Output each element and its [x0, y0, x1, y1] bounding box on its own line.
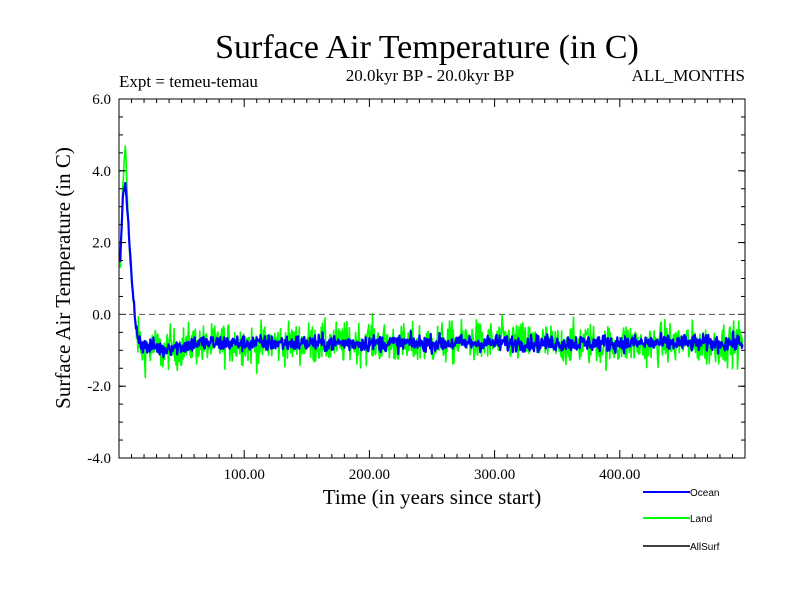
months-label: ALL_MONTHS: [632, 66, 745, 85]
legend-allsurf-label: AllSurf: [690, 542, 720, 553]
legend-ocean-label: Ocean: [690, 488, 719, 499]
legend-land-label: Land: [690, 514, 712, 525]
plot-area: -4.0 -2.0 0.0 2.0 4.0 6.0 100.00 200.00 300.00 40…: [87, 92, 746, 483]
y-tick-label: -4.0: [87, 451, 111, 467]
y-tick-label: 2.0: [92, 236, 111, 252]
series-line-ocean: [119, 181, 744, 359]
y-tick-label: 6.0: [92, 92, 111, 108]
x-tick-label: 300.00: [474, 467, 515, 483]
experiment-label: Expt = temeu-temau: [119, 72, 258, 91]
y-tick-label: -2.0: [87, 379, 111, 395]
y-tick-label: 0.0: [92, 307, 111, 323]
chart-title: Surface Air Temperature (in C): [215, 29, 639, 66]
period-label: 20.0kyr BP - 20.0kyr BP: [346, 66, 514, 85]
legend: Ocean Land AllSurf: [643, 488, 720, 553]
y-tick-label: 4.0: [92, 164, 111, 180]
x-tick-label: 400.00: [599, 467, 640, 483]
x-axis-label: Time (in years since start): [323, 485, 542, 509]
x-tick-label: 200.00: [349, 467, 390, 483]
x-tick-label: 100.00: [224, 467, 265, 483]
plot-frame: [118, 98, 746, 459]
y-axis-label: Surface Air Temperature (in C): [51, 147, 75, 409]
